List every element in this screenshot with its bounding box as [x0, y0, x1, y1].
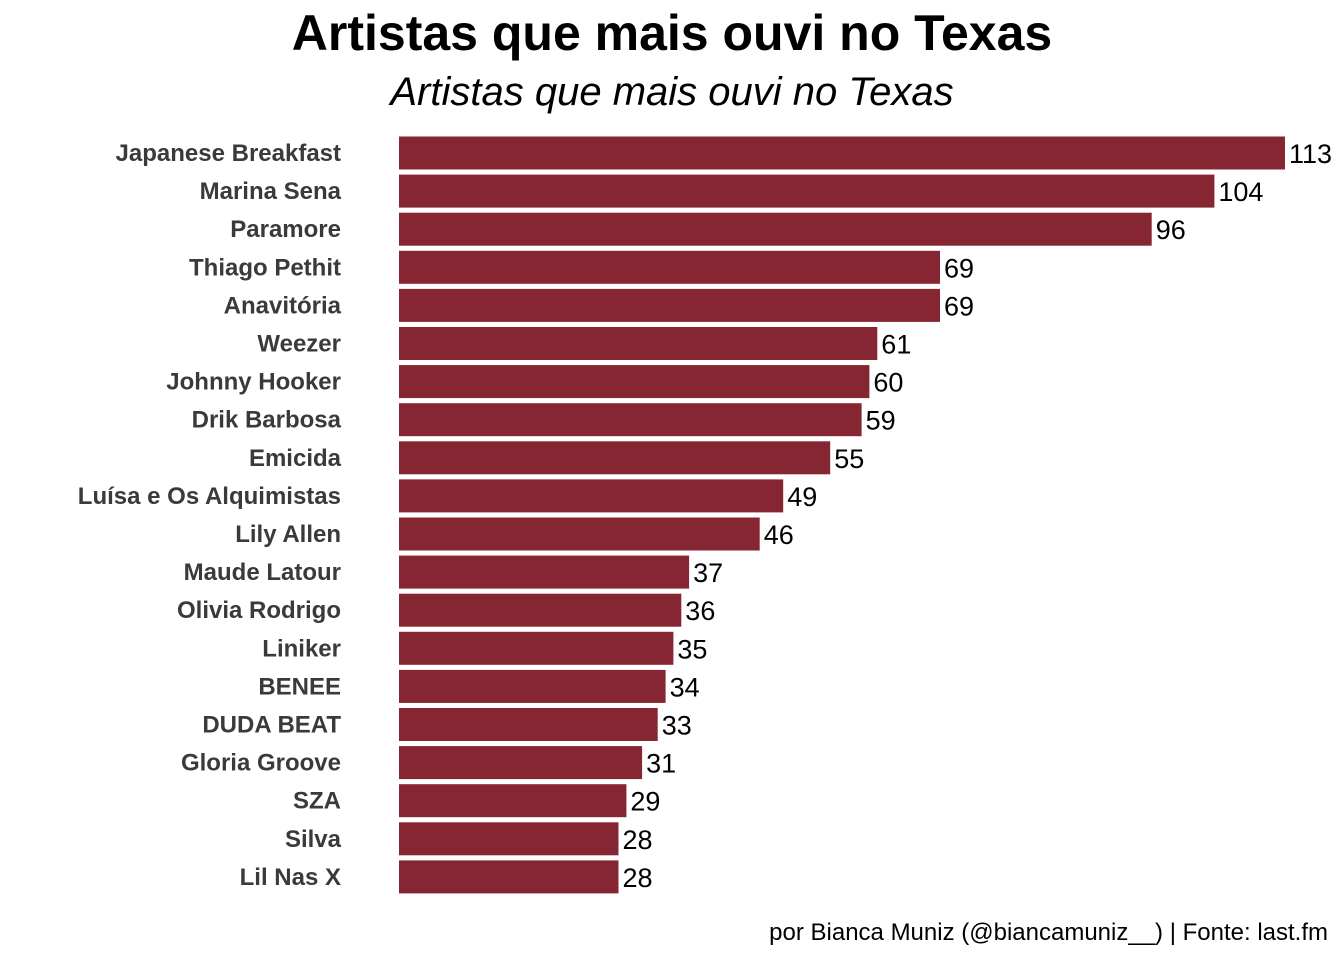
category-label: Thiago Pethit	[189, 254, 341, 281]
category-label: Liniker	[262, 635, 341, 662]
value-label: 59	[866, 406, 896, 436]
category-label: SZA	[293, 788, 341, 815]
value-label: 35	[677, 634, 707, 664]
category-label: Maude Latour	[184, 559, 341, 586]
value-label: 96	[1156, 215, 1186, 245]
value-label: 69	[944, 291, 974, 321]
category-label: Johnny Hooker	[166, 369, 341, 396]
bar	[399, 708, 658, 741]
bar	[399, 631, 674, 665]
bar	[399, 288, 940, 322]
bar	[399, 136, 1285, 170]
bar	[399, 441, 831, 475]
bar	[399, 669, 666, 703]
bar	[399, 555, 690, 589]
bar	[399, 784, 627, 818]
chart-subtitle: Artistas que mais ouvi no Texas	[388, 70, 953, 114]
category-label: Lily Allen	[235, 521, 341, 548]
category-label: Anavitória	[224, 292, 342, 319]
category-label: DUDA BEAT	[202, 712, 341, 739]
bar	[399, 517, 760, 551]
value-label: 37	[693, 558, 723, 588]
chart-title: Artistas que mais ouvi no Texas	[292, 5, 1052, 61]
category-label: Lil Nas X	[240, 864, 341, 891]
value-label: 69	[944, 253, 974, 283]
value-label: 36	[685, 596, 715, 626]
value-label: 49	[787, 482, 817, 512]
value-label: 29	[630, 787, 660, 817]
bar	[399, 250, 940, 284]
category-label: Paramore	[230, 216, 341, 243]
value-label: 60	[873, 368, 903, 398]
bars	[399, 136, 1285, 894]
bar	[399, 593, 682, 627]
value-label: 55	[834, 444, 864, 474]
value-label: 104	[1218, 177, 1263, 207]
category-label: Silva	[285, 826, 342, 853]
category-labels: Japanese Breakfast Marina Sena Paramore Thi…	[78, 140, 342, 891]
category-label: Gloria Groove	[181, 750, 341, 777]
bar	[399, 746, 643, 780]
value-label: 31	[646, 749, 676, 779]
bar	[399, 403, 862, 437]
category-label: Weezer	[257, 331, 341, 358]
bar	[399, 174, 1215, 208]
bar	[399, 860, 619, 894]
category-label: Olivia Rodrigo	[177, 597, 341, 624]
category-label: Japanese Breakfast	[116, 140, 341, 167]
value-label: 33	[662, 711, 692, 741]
value-label: 61	[881, 330, 911, 360]
chart-caption: por Bianca Muniz (@biancamuniz__) | Font…	[769, 919, 1328, 946]
value-label: 28	[623, 825, 653, 855]
category-label: Emicida	[249, 445, 342, 472]
category-label: Marina Sena	[200, 178, 342, 205]
bar	[399, 327, 878, 360]
bar	[399, 479, 784, 513]
category-label: Luísa e Os Alquimistas	[78, 483, 341, 510]
category-label: BENEE	[258, 673, 341, 700]
value-label: 34	[670, 672, 700, 702]
bar	[399, 822, 619, 856]
value-label: 46	[764, 520, 794, 550]
bar	[399, 365, 870, 399]
value-label: 28	[623, 863, 653, 893]
value-label: 113	[1289, 139, 1332, 169]
bar	[399, 212, 1152, 246]
category-label: Drik Barbosa	[192, 407, 342, 434]
